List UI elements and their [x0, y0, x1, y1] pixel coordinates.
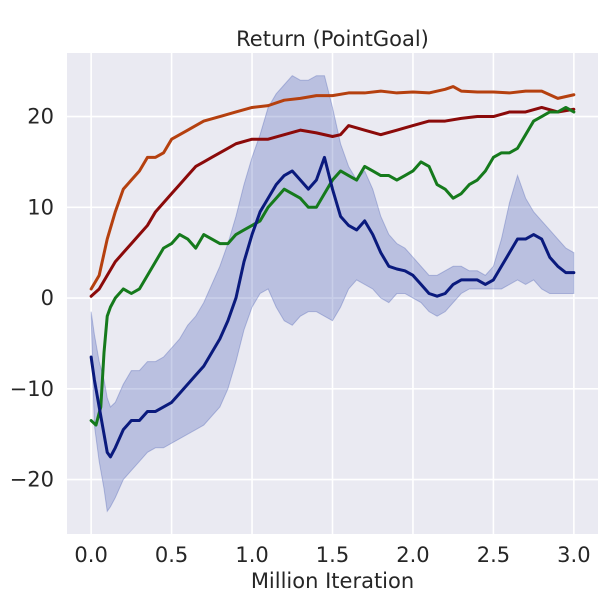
series-line	[89, 155, 576, 459]
x-tick-label: 0.0	[74, 543, 107, 567]
x-tick-label: 0.5	[155, 543, 188, 567]
series-lines	[89, 85, 576, 459]
x-tick-label: 1.0	[235, 543, 268, 567]
y-tick-label: 20	[27, 105, 54, 129]
x-tick-label: 2.0	[396, 543, 429, 567]
y-tick-labels: −20 −10 0 10 20	[10, 105, 54, 492]
series-line	[89, 105, 576, 298]
grid	[67, 53, 598, 534]
series-line	[89, 85, 576, 291]
confidence-bands	[90, 75, 575, 513]
x-tick-label: 3.0	[557, 543, 590, 567]
x-axis-title: Million Iteration	[251, 569, 414, 593]
y-tick-label: 10	[27, 195, 54, 219]
y-tick-label: −20	[10, 468, 54, 492]
chart-title: Return (PointGoal)	[236, 27, 429, 51]
confidence-band	[90, 75, 575, 513]
x-tick-labels: 0.0 0.5 1.0 1.5 2.0 2.5 3.0	[74, 543, 590, 567]
series-line	[89, 105, 576, 427]
y-tick-label: 0	[41, 286, 54, 310]
x-tick-label: 1.5	[316, 543, 349, 567]
y-tick-label: −10	[10, 377, 54, 401]
x-tick-label: 2.5	[477, 543, 510, 567]
